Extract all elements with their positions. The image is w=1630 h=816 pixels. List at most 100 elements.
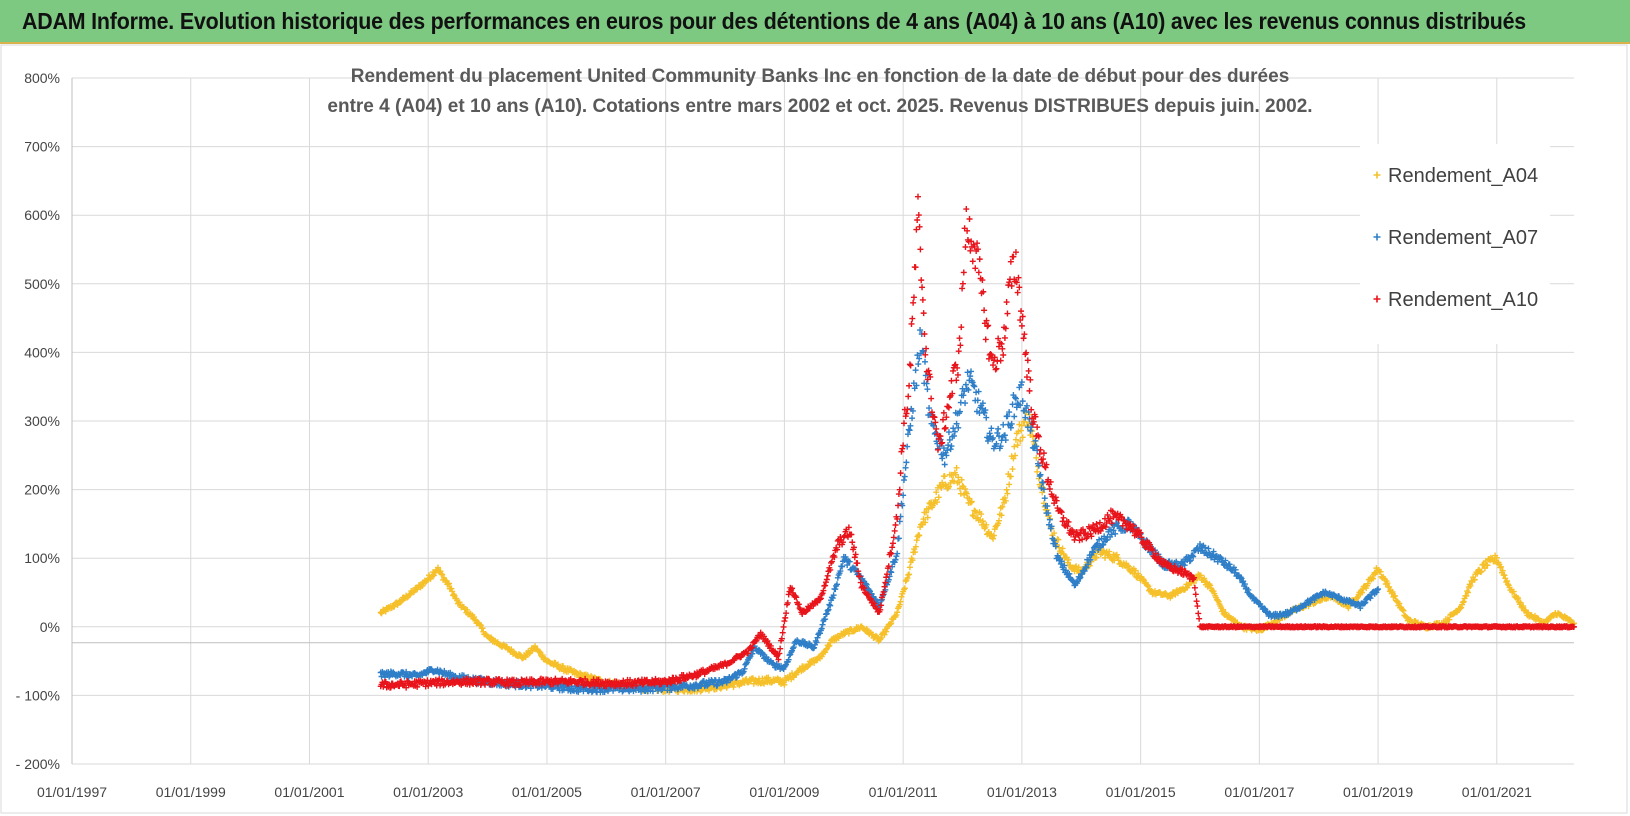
- point-a10: [938, 440, 945, 447]
- point-a04: [1457, 605, 1464, 612]
- point-a04: [957, 490, 964, 497]
- point-a10: [908, 320, 915, 327]
- point-a10: [855, 568, 862, 575]
- point-a10: [1025, 367, 1032, 374]
- point-a10: [1046, 486, 1053, 493]
- point-a04: [818, 653, 825, 660]
- point-a04: [1001, 494, 1008, 501]
- point-a07: [824, 607, 831, 614]
- point-a07: [900, 477, 907, 484]
- point-a07: [741, 665, 748, 672]
- point-a07: [1081, 568, 1088, 575]
- point-a10: [1049, 493, 1056, 500]
- point-a04: [894, 609, 901, 616]
- point-a07: [920, 348, 927, 355]
- point-a04: [912, 543, 919, 550]
- point-a10: [666, 676, 673, 683]
- chart-title: Rendement du placement United Community …: [327, 66, 1312, 117]
- point-a10: [963, 206, 970, 213]
- point-a10: [1157, 555, 1164, 562]
- point-a10: [772, 648, 779, 655]
- point-a07: [974, 397, 981, 404]
- point-a10: [1006, 279, 1013, 286]
- point-a04: [430, 572, 437, 579]
- point-a04: [896, 601, 903, 608]
- point-a07: [948, 443, 955, 450]
- point-a07: [1094, 540, 1101, 547]
- point-a04: [922, 519, 929, 526]
- point-a07: [979, 405, 986, 412]
- point-a04: [1463, 592, 1470, 599]
- point-a04: [924, 514, 931, 521]
- point-a10: [827, 566, 834, 573]
- point-a10: [912, 264, 919, 271]
- point-a07: [990, 434, 997, 441]
- point-a10: [921, 331, 928, 338]
- point-a10: [880, 588, 887, 595]
- point-a04: [449, 588, 456, 595]
- point-a07: [988, 425, 995, 432]
- point-a04: [930, 500, 937, 507]
- point-a10: [749, 644, 756, 651]
- point-a04: [966, 495, 973, 502]
- point-a10: [871, 600, 878, 607]
- point-a07: [1052, 543, 1059, 550]
- point-a10: [878, 594, 885, 601]
- point-a04: [1115, 557, 1122, 564]
- y-tick-label: 200%: [24, 482, 60, 498]
- point-a04: [1191, 579, 1198, 586]
- point-a07: [1222, 557, 1229, 564]
- point-a07: [975, 388, 982, 395]
- point-a04: [1012, 452, 1019, 459]
- point-a07: [811, 644, 818, 651]
- point-a10: [979, 277, 986, 284]
- point-a10: [856, 573, 863, 580]
- point-a10: [1040, 450, 1047, 457]
- point-a07: [1032, 437, 1039, 444]
- point-a10: [1060, 514, 1067, 521]
- point-a07: [895, 535, 902, 542]
- point-a10: [852, 551, 859, 558]
- point-a04: [1018, 422, 1025, 429]
- point-a10: [917, 246, 924, 253]
- point-a07: [930, 422, 937, 429]
- point-a07: [1087, 556, 1094, 563]
- point-a10: [1002, 325, 1009, 332]
- point-a07: [892, 556, 899, 563]
- point-a04: [765, 674, 772, 681]
- point-a07: [833, 581, 840, 588]
- point-a04: [539, 652, 546, 659]
- point-a04: [477, 622, 484, 629]
- point-a10: [1035, 433, 1042, 440]
- point-a04: [1504, 581, 1511, 588]
- point-a10: [889, 540, 896, 547]
- point-a04: [916, 532, 923, 539]
- point-a07: [1100, 541, 1107, 548]
- y-tick-label: 0%: [40, 619, 60, 635]
- point-a10: [975, 269, 982, 276]
- point-a04: [1113, 551, 1120, 558]
- point-a10: [582, 675, 589, 682]
- point-a07: [944, 447, 951, 454]
- point-a10: [974, 240, 981, 247]
- point-a07: [906, 427, 913, 434]
- point-a07: [588, 689, 595, 696]
- gridlines: [71, 77, 1574, 765]
- point-a04: [822, 646, 829, 653]
- point-a10: [920, 310, 927, 317]
- point-a10: [1023, 349, 1030, 356]
- point-a07: [863, 581, 870, 588]
- x-tick-label: 01/01/2007: [631, 784, 701, 800]
- y-tick-label: 300%: [24, 413, 60, 429]
- point-a04: [1059, 545, 1066, 552]
- point-a07: [904, 443, 911, 450]
- point-a10: [959, 285, 966, 292]
- point-a04: [1060, 550, 1067, 557]
- point-a10: [957, 342, 964, 349]
- point-a07: [997, 443, 1004, 450]
- y-tick-label: - 100%: [16, 687, 60, 703]
- point-a10: [1021, 331, 1028, 338]
- point-a10: [595, 676, 602, 683]
- point-a07: [979, 400, 986, 407]
- point-a07: [1035, 462, 1042, 469]
